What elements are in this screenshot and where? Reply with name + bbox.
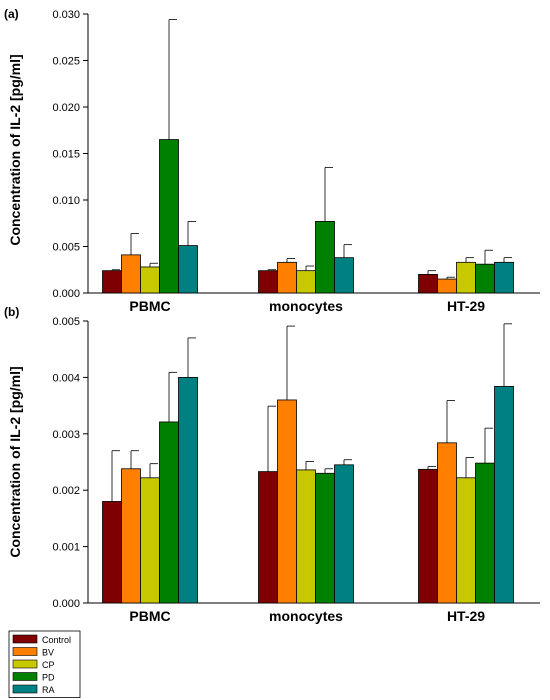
y-tick-label: 0.005 <box>52 242 80 254</box>
bar-ra <box>494 261 514 294</box>
y-tick-label: 0.000 <box>52 288 80 300</box>
bar-ra <box>178 245 198 294</box>
bar-pd <box>159 139 179 294</box>
legend-label: CP <box>42 660 55 670</box>
legend: Control BV CP PD RA <box>8 630 81 698</box>
y-axis-label: Concentration of IL-2 [pg/ml] <box>7 54 23 245</box>
y-tick-label: 0.015 <box>52 149 80 161</box>
y-tick-label: 0.004 <box>52 372 80 384</box>
y-tick-label: 0.002 <box>52 485 80 497</box>
panel-a: (a) Concentration of IL-2 [pg/ml] 0.000 0.0… <box>4 7 540 314</box>
legend-label: RA <box>42 685 55 695</box>
bar-bv <box>121 254 141 294</box>
bar-ra <box>494 386 514 604</box>
y-tick-label: 0.001 <box>52 542 80 554</box>
bar-cp <box>456 261 476 294</box>
bar-bv <box>277 261 297 294</box>
bar-bv <box>437 442 457 604</box>
bar-pd <box>475 462 495 604</box>
bar-cp <box>140 266 160 294</box>
y-tick-label: 0.025 <box>52 56 80 68</box>
legend-swatch-cp <box>12 659 38 669</box>
y-tick-label: 0.003 <box>52 429 80 441</box>
bar-control <box>418 468 438 604</box>
y-tick-label: 0.000 <box>52 598 80 610</box>
bar-ra <box>334 257 354 294</box>
legend-swatch-pd <box>12 672 38 681</box>
bar-cp <box>296 270 316 294</box>
legend-label: BV <box>42 648 54 658</box>
bar-cp <box>456 477 476 604</box>
bar-ra <box>334 464 354 604</box>
category-label: PBMC <box>129 608 170 624</box>
bar-pd <box>475 263 495 294</box>
category-label: PBMC <box>129 298 170 314</box>
legend-label: PD <box>42 673 55 683</box>
bar-pd <box>159 421 179 604</box>
legend-swatch-control <box>12 634 38 644</box>
y-tick-label: 0.005 <box>52 316 80 328</box>
panel-b: (b) Concentration of IL-2 [pg/ml] 0.000 0.0… <box>4 305 540 624</box>
bar-pd <box>315 472 335 604</box>
bar-bv <box>437 278 457 294</box>
category-label: HT-29 <box>447 298 485 314</box>
category-label: monocytes <box>269 298 343 314</box>
bar-pd <box>315 220 335 294</box>
legend-label: Control <box>42 635 71 645</box>
y-tick-label: 0.020 <box>52 102 80 114</box>
bar-control <box>102 270 122 294</box>
panel-label: (a) <box>4 7 19 21</box>
bar-bv <box>277 399 297 604</box>
category-label: monocytes <box>269 608 343 624</box>
bar-cp <box>140 477 160 604</box>
bar-cp <box>296 469 316 604</box>
y-axis-label: Concentration of IL-2 [pg/ml] <box>7 366 23 557</box>
bar-control <box>258 270 278 294</box>
bar-bv <box>121 468 141 604</box>
legend-swatch-bv <box>12 647 38 656</box>
panel-label: (b) <box>4 305 19 319</box>
bar-control <box>102 501 122 604</box>
y-tick-label: 0.030 <box>52 9 80 21</box>
y-tick-label: 0.010 <box>52 195 80 207</box>
bar-control <box>418 273 438 294</box>
bar-control <box>258 471 278 604</box>
category-label: HT-29 <box>447 608 485 624</box>
legend-swatch-ra <box>12 684 38 694</box>
bar-ra <box>178 376 198 604</box>
